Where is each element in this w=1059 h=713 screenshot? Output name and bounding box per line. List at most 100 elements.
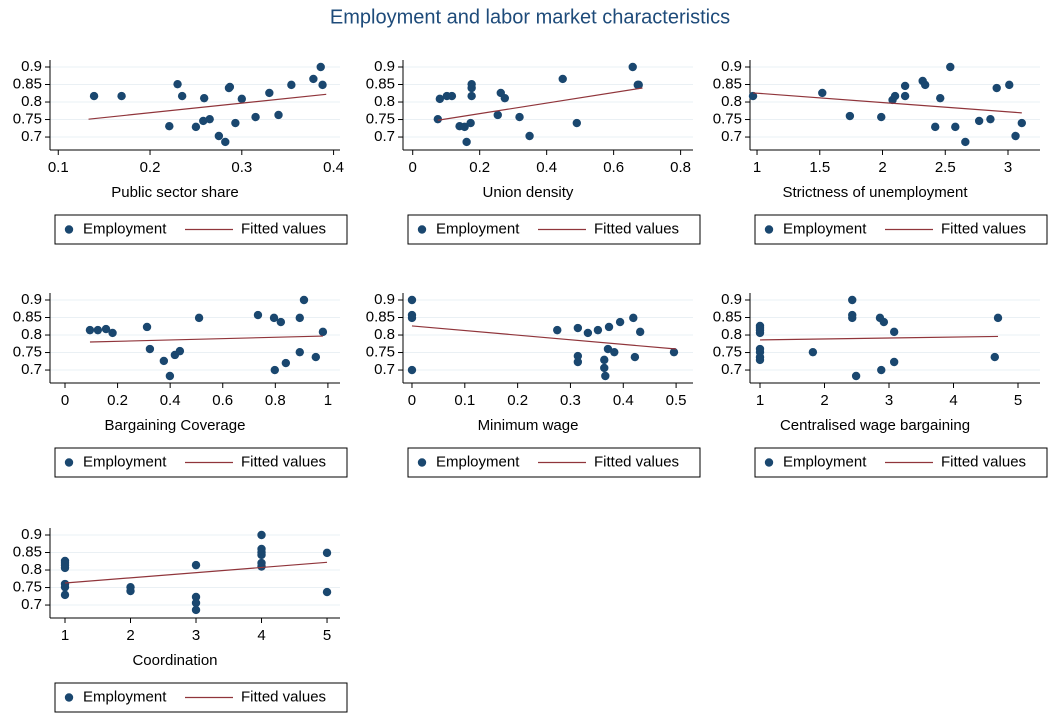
y-tick-label: 0.7 xyxy=(374,361,395,378)
legend-box xyxy=(54,447,348,478)
point xyxy=(159,356,169,366)
point xyxy=(214,131,224,141)
y-tick-label: 0.85 xyxy=(366,308,395,325)
point xyxy=(191,592,201,602)
legend-label: Employment xyxy=(783,453,867,470)
fit-line xyxy=(89,335,323,343)
x-tick-label: 0 xyxy=(408,392,416,409)
point xyxy=(257,530,266,540)
y-tick-label: 0.75 xyxy=(366,344,395,361)
x-axis-label: Strictness of unemployment xyxy=(782,184,968,201)
x-tick-label: 0.2 xyxy=(507,392,528,409)
legend-label: Fitted values xyxy=(594,220,679,237)
point xyxy=(60,563,70,573)
fit-line xyxy=(759,335,999,341)
point xyxy=(553,325,562,335)
legend-label: Fitted values xyxy=(241,220,326,237)
point xyxy=(467,83,476,93)
point xyxy=(851,371,861,381)
point xyxy=(1017,118,1027,128)
legend-marker xyxy=(417,458,427,467)
y-tick-label: 0.9 xyxy=(374,291,395,308)
y-tick-label: 0.8 xyxy=(721,93,742,110)
chart-title: Employment and labor market characterist… xyxy=(330,6,730,28)
point xyxy=(961,137,970,147)
y-tick-label: 0.8 xyxy=(374,326,395,343)
point xyxy=(221,137,230,147)
point xyxy=(199,93,209,103)
x-axis-label: Union density xyxy=(483,184,574,201)
fit-line xyxy=(64,561,328,584)
y-tick-label: 0.8 xyxy=(21,561,42,578)
point xyxy=(231,118,240,128)
point xyxy=(573,351,583,361)
point xyxy=(117,91,126,101)
point xyxy=(877,365,886,375)
point xyxy=(515,112,524,122)
point xyxy=(634,80,643,90)
point xyxy=(257,562,266,571)
legend-marker xyxy=(64,458,74,467)
point xyxy=(295,313,304,323)
point xyxy=(237,94,247,104)
point xyxy=(225,82,235,92)
point xyxy=(322,548,332,558)
x-tick-label: 2 xyxy=(126,627,134,644)
point xyxy=(629,313,638,323)
point xyxy=(257,550,266,560)
y-tick-label: 0.7 xyxy=(721,361,742,378)
x-axis-label: Public sector share xyxy=(111,184,239,201)
point xyxy=(270,365,279,375)
point xyxy=(593,325,603,335)
point xyxy=(145,344,155,354)
y-tick-label: 0.7 xyxy=(721,128,742,145)
legend-label: Fitted values xyxy=(941,220,1026,237)
point xyxy=(748,91,758,101)
x-tick-label: 1 xyxy=(61,627,69,644)
point xyxy=(253,310,263,320)
point xyxy=(287,80,296,90)
x-tick-label: 0.4 xyxy=(613,392,634,409)
point xyxy=(573,357,583,367)
x-tick-label: 0.6 xyxy=(212,392,233,409)
point xyxy=(265,88,274,98)
point xyxy=(890,91,900,101)
legend-label: Fitted values xyxy=(941,453,1026,470)
x-tick-label: 0.2 xyxy=(107,392,128,409)
y-tick-label: 0.8 xyxy=(21,93,42,110)
point xyxy=(281,358,291,368)
x-tick-label: 0.8 xyxy=(265,392,286,409)
y-tick-label: 0.9 xyxy=(374,58,395,75)
y-tick-label: 0.75 xyxy=(13,111,42,128)
point xyxy=(946,62,955,72)
point xyxy=(322,587,332,597)
x-tick-label: 0 xyxy=(61,392,69,409)
y-tick-label: 0.85 xyxy=(13,75,42,92)
x-tick-label: 5 xyxy=(1014,392,1022,409)
point xyxy=(85,325,95,335)
point xyxy=(900,81,910,91)
point xyxy=(462,137,471,147)
legend-label: Employment xyxy=(83,220,167,237)
fit-line xyxy=(411,325,677,350)
point xyxy=(889,327,899,337)
point xyxy=(269,313,279,323)
point xyxy=(630,352,640,362)
point xyxy=(191,605,201,615)
point xyxy=(60,582,70,592)
point xyxy=(848,295,857,305)
x-tick-label: 2 xyxy=(878,159,886,176)
x-tick-label: 2 xyxy=(820,392,828,409)
y-tick-label: 0.85 xyxy=(13,543,42,560)
point xyxy=(951,122,960,132)
legend-label: Employment xyxy=(436,220,520,237)
y-tick-label: 0.85 xyxy=(713,75,742,92)
legend-marker xyxy=(64,693,74,702)
x-tick-label: 0.4 xyxy=(536,159,557,176)
point xyxy=(435,94,445,104)
point xyxy=(572,118,581,128)
point xyxy=(60,590,70,600)
x-axis-label: Centralised wage bargaining xyxy=(780,417,970,434)
point xyxy=(460,122,469,132)
